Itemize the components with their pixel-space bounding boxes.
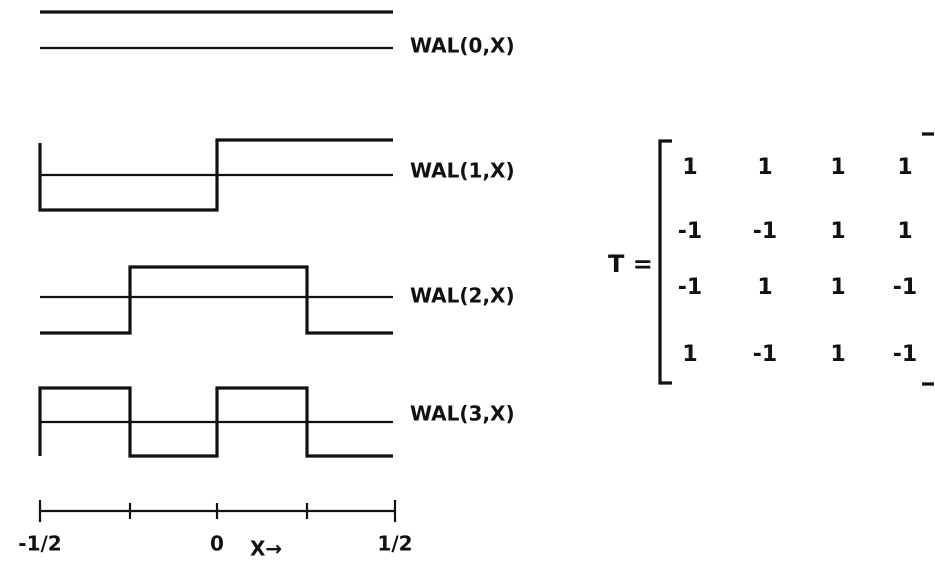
waveform-label: WAL(0,X) xyxy=(410,34,515,58)
matrix-entry: -1 xyxy=(678,219,702,244)
waveform-label: WAL(1,X) xyxy=(410,159,515,183)
matrix-entry: 1 xyxy=(682,155,697,180)
tick-label: 0 xyxy=(210,532,224,556)
matrix-entry: 1 xyxy=(830,342,845,367)
matrix-entry: 1 xyxy=(830,155,845,180)
tick-label: -1/2 xyxy=(18,532,61,556)
matrix-entry: -1 xyxy=(753,219,777,244)
matrix-bracket xyxy=(658,139,672,385)
matrix-entry: 1 xyxy=(897,155,912,180)
waveform-label: WAL(2,X) xyxy=(410,284,515,308)
matrix-entry: 1 xyxy=(757,155,772,180)
matrix-entry: 1 xyxy=(830,275,845,300)
matrix-bracket xyxy=(922,132,934,386)
matrix-entry: 1 xyxy=(830,219,845,244)
matrix-entry: -1 xyxy=(893,342,917,367)
axis-label: X→ xyxy=(250,537,282,561)
matrix-entry: -1 xyxy=(893,275,917,300)
matrix-entry: 1 xyxy=(682,342,697,367)
tick-label: 1/2 xyxy=(377,532,412,556)
waveform xyxy=(38,138,393,212)
x-axis xyxy=(38,500,397,522)
waveform-label: WAL(3,X) xyxy=(410,402,515,426)
matrix-entry: 1 xyxy=(897,219,912,244)
matrix-entry: 1 xyxy=(757,275,772,300)
waveform xyxy=(38,386,393,458)
matrix-entry: -1 xyxy=(753,342,777,367)
matrix-entry: -1 xyxy=(678,275,702,300)
matrix-name: T = xyxy=(608,250,653,278)
waveform xyxy=(40,265,393,335)
